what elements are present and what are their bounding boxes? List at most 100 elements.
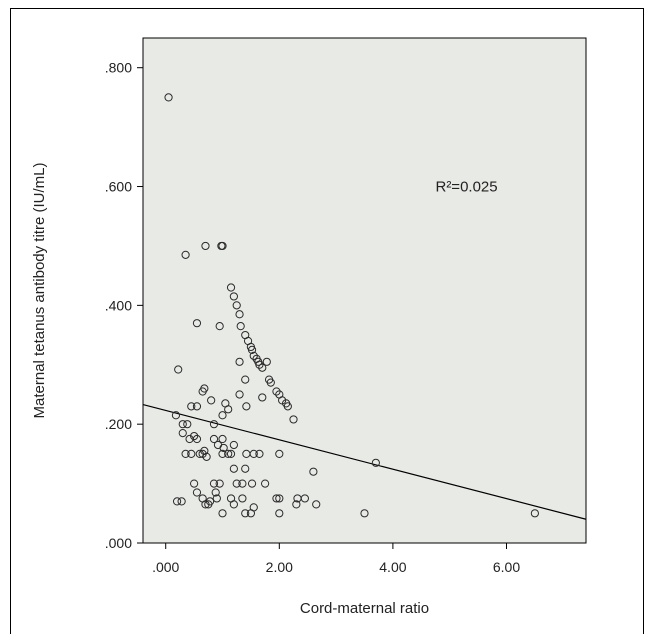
data-point [218,434,227,444]
data-point [249,503,258,512]
data-point [275,494,284,503]
data-point [205,497,215,506]
fit-line-group [142,403,587,520]
data-point [272,387,281,396]
data-point [195,449,204,458]
data-point [190,431,199,441]
x-tick-label: 4.00 [379,559,406,575]
data-point [181,449,190,458]
data-point [272,494,281,503]
data-point [232,479,241,488]
data-point [207,396,216,405]
data-point [232,301,241,310]
data-point [371,458,380,467]
data-point [241,464,250,473]
data-point [258,363,267,372]
data-point [192,434,202,444]
data-point [177,497,186,506]
data-point [235,310,244,319]
data-point [192,402,202,411]
data-point [309,467,318,476]
data-point [249,449,258,458]
data-point [209,479,219,488]
fit-line [142,403,587,520]
data-point [224,405,233,414]
plot-area [142,37,587,544]
data-point [312,500,321,509]
data-point [201,241,210,251]
data-point [192,319,202,328]
data-point [226,449,236,458]
data-point [238,479,247,488]
data-point [202,452,211,461]
data-point [266,378,275,387]
chart-frame [10,8,644,634]
data-point [209,434,219,444]
data-point [229,464,238,473]
data-point [190,479,199,488]
y-tick-label: .200 [105,416,132,432]
data-point [209,420,219,429]
data-point [171,411,181,420]
data-point [201,500,210,509]
data-point [235,390,244,399]
y-tick-label: .800 [105,60,132,76]
data-point [183,420,192,429]
data-point [200,384,209,393]
data-point [275,449,284,458]
data-point [187,402,196,411]
data-point [218,509,227,518]
data-point [292,500,301,509]
data-point [249,351,258,360]
data-point [200,446,209,456]
data-point [242,402,251,411]
data-point [178,420,187,429]
data-point [262,357,271,366]
data-point [241,375,250,384]
data-point [211,488,220,497]
data-point [172,497,182,506]
data-point [300,494,309,503]
points-group [164,93,539,518]
data-point [241,509,250,518]
data-point [289,415,298,424]
data-point [229,292,238,301]
data-point [178,428,187,438]
data-point [229,500,238,509]
data-point [247,479,257,488]
data-point [181,250,190,259]
x-tick-label: 2.00 [266,559,293,575]
data-point [229,440,238,450]
data-point [235,357,244,366]
data-point [187,449,196,458]
data-point [217,241,226,251]
y-tick-label: .600 [105,179,132,195]
data-point [219,443,228,453]
y-tick-label: .000 [105,535,132,551]
data-point [226,283,236,292]
data-point [275,509,284,518]
data-point [238,494,247,503]
data-point [236,322,245,331]
x-axis-ticks: .000 2.00 4.00 6.00 [152,543,520,575]
data-point [215,322,224,331]
data-point [258,393,267,402]
data-point [224,449,233,458]
data-point [218,411,227,420]
y-tick-label: .400 [105,297,132,313]
data-point [218,449,227,458]
data-point [283,402,292,411]
data-point [174,365,183,374]
data-point [215,479,224,488]
data-point [247,345,257,355]
data-point [255,449,264,458]
x-tick-label: 6.00 [493,559,520,575]
x-axis-title: Cord-maternal ratio [300,600,429,617]
data-point [261,479,270,488]
data-point [164,93,173,102]
data-point [360,509,369,518]
data-point [530,509,539,518]
y-axis-title: Maternal tetanus antibody titre (IU/mL) [31,163,48,419]
y-axis-ticks: .000 .200 .400 .600 .800 [105,60,143,551]
